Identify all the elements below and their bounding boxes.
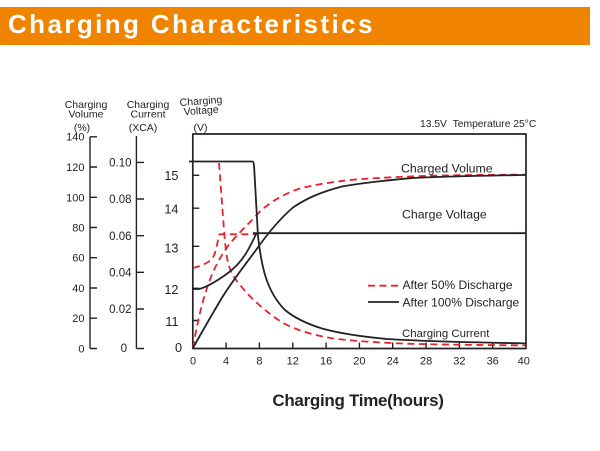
svg-text:Current: Current: [130, 109, 165, 121]
svg-text:15: 15: [164, 169, 178, 183]
svg-text:0: 0: [121, 343, 127, 355]
svg-text:Charging: Charging: [127, 99, 170, 111]
svg-text:28: 28: [420, 356, 432, 368]
svg-text:100: 100: [66, 192, 84, 204]
svg-text:12: 12: [287, 356, 299, 368]
svg-text:0.10: 0.10: [109, 158, 131, 170]
svg-text:11: 11: [165, 315, 178, 329]
svg-text:(XCA): (XCA): [129, 122, 158, 134]
svg-text:0.08: 0.08: [109, 194, 131, 206]
svg-text:After 100% Discharge: After 100% Discharge: [403, 295, 520, 309]
svg-text:36: 36: [487, 356, 499, 368]
svg-text:140: 140: [66, 132, 84, 144]
svg-text:40: 40: [518, 356, 530, 368]
svg-text:Charging Time(hours): Charging Time(hours): [272, 391, 443, 410]
svg-text:0: 0: [190, 356, 196, 368]
svg-text:Voltage: Voltage: [183, 104, 219, 118]
svg-text:Charging Current: Charging Current: [402, 328, 490, 340]
svg-text:80: 80: [72, 223, 84, 235]
svg-text:13: 13: [164, 242, 178, 256]
svg-text:8: 8: [256, 356, 262, 368]
svg-text:Volume: Volume: [68, 109, 103, 121]
svg-text:(%): (%): [74, 122, 90, 134]
svg-text:Charging: Charging: [65, 99, 108, 111]
svg-text:After 50% Discharge: After 50% Discharge: [403, 278, 513, 292]
svg-text:20: 20: [72, 313, 84, 325]
svg-text:Charging: Charging: [179, 94, 223, 109]
svg-text:0: 0: [78, 344, 84, 356]
svg-text:4: 4: [223, 356, 229, 368]
svg-text:120: 120: [66, 162, 84, 174]
svg-text:0.04: 0.04: [109, 267, 132, 279]
svg-text:16: 16: [320, 356, 332, 368]
svg-text:0.02: 0.02: [109, 304, 131, 316]
svg-text:14: 14: [164, 203, 178, 217]
svg-text:0.06: 0.06: [109, 231, 131, 243]
svg-text:32: 32: [453, 356, 465, 368]
svg-text:(V): (V): [194, 122, 208, 134]
svg-text:Charged Volume: Charged Volume: [401, 161, 493, 175]
svg-text:13.5V Temperature 25°C: 13.5V Temperature 25°C: [420, 119, 537, 130]
svg-text:24: 24: [387, 356, 399, 368]
svg-text:20: 20: [353, 356, 365, 368]
svg-text:Charge Voltage: Charge Voltage: [402, 208, 487, 222]
svg-text:12: 12: [164, 283, 178, 297]
svg-text:40: 40: [72, 283, 84, 295]
svg-text:60: 60: [72, 253, 84, 265]
svg-text:0: 0: [175, 341, 182, 355]
